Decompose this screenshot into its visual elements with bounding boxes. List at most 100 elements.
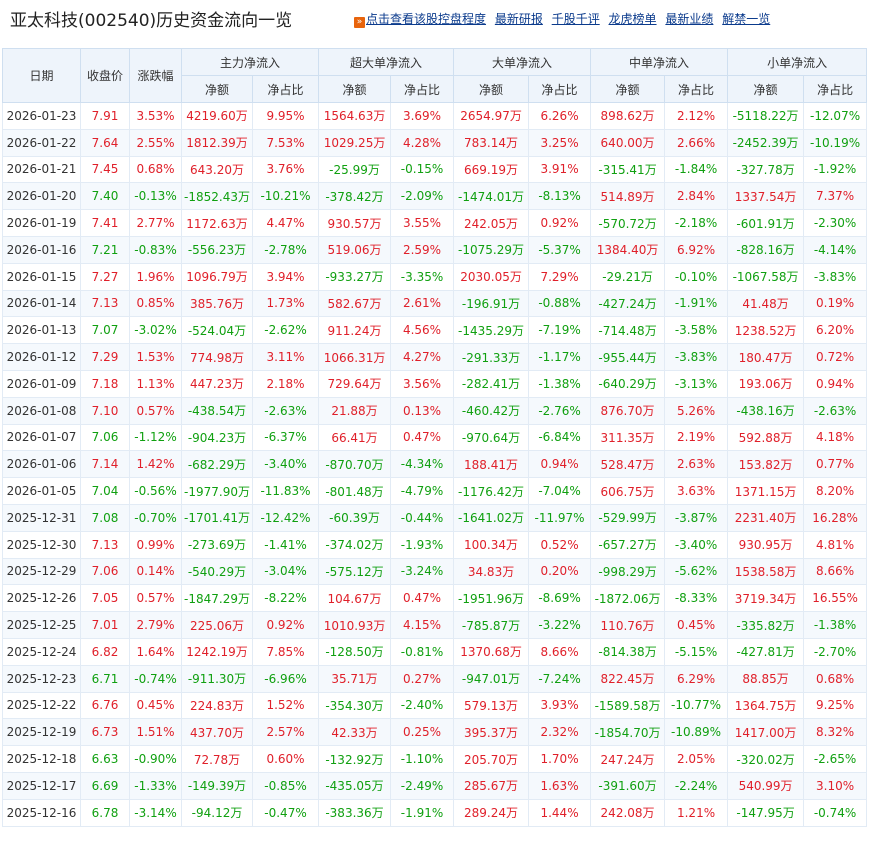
cell-mid-net: 311.35万 xyxy=(590,423,666,452)
cell-main-net: 1172.63万 xyxy=(181,209,253,237)
big-ratio-header: 净占比 xyxy=(528,75,592,103)
cell-date: 2025-12-29 xyxy=(2,557,81,586)
cell-main-ratio: -2.63% xyxy=(251,396,320,425)
cell-big-ratio: -11.97% xyxy=(528,503,592,532)
cell-change: 1.42% xyxy=(129,450,182,479)
link-research[interactable]: 最新研报 xyxy=(494,12,543,26)
cell-big-net: -196.91万 xyxy=(453,289,530,318)
cell-close: 7.14 xyxy=(80,450,130,479)
cell-change: 2.79% xyxy=(129,611,182,639)
cell-close: 7.04 xyxy=(80,477,130,505)
cell-change: 2.77% xyxy=(129,209,182,237)
link-unlock[interactable]: 解禁一览 xyxy=(722,12,771,26)
cell-big-ratio: 0.92% xyxy=(528,209,592,237)
table-row: 2025-12-25 7.01 2.79% 225.06万 0.92% 1010.93万 4… xyxy=(2,611,868,639)
cell-mid-net: 640.00万 xyxy=(590,128,666,157)
cell-big-net: 1370.68万 xyxy=(453,637,530,666)
cell-main-net: -94.12万 xyxy=(181,798,253,827)
cell-main-ratio: -11.83% xyxy=(251,477,320,505)
cell-small-net: 1364.75万 xyxy=(727,691,805,720)
link-comments[interactable]: 千股千评 xyxy=(551,12,600,26)
cell-super-net: -383.36万 xyxy=(318,798,392,827)
cell-super-ratio: -1.10% xyxy=(390,745,455,773)
cell-big-net: 100.34万 xyxy=(453,530,530,559)
cell-main-net: 225.06万 xyxy=(181,611,253,639)
cell-close: 7.06 xyxy=(80,423,130,452)
cell-main-net: -1977.90万 xyxy=(181,477,253,505)
cell-super-ratio: -3.35% xyxy=(390,262,455,291)
col-big-header: 大单净流入 xyxy=(453,48,592,76)
cell-date: 2025-12-30 xyxy=(2,530,81,559)
cell-close: 7.27 xyxy=(80,262,130,291)
cell-big-ratio: 0.52% xyxy=(528,530,592,559)
cell-main-ratio: -6.37% xyxy=(251,423,320,452)
cell-main-net: 224.83万 xyxy=(181,691,253,720)
cell-big-ratio: 1.44% xyxy=(528,798,592,827)
table-row: 2026-01-15 7.27 1.96% 1096.79万 3.94% -933.27万… xyxy=(2,262,868,291)
col-super-header: 超大单净流入 xyxy=(318,48,455,76)
cell-mid-ratio: 2.63% xyxy=(664,450,729,479)
cell-date: 2026-01-14 xyxy=(2,289,81,318)
table-row: 2025-12-17 6.69 -1.33% -149.39万 -0.85% -435.0… xyxy=(2,771,868,800)
cell-big-net: -947.01万 xyxy=(453,664,530,693)
cell-big-ratio: 3.91% xyxy=(528,155,592,184)
cell-big-ratio: 0.20% xyxy=(528,557,592,586)
cell-close: 6.63 xyxy=(80,745,130,773)
cell-date: 2026-01-09 xyxy=(2,369,81,398)
cell-mid-net: 247.24万 xyxy=(590,745,666,773)
cell-small-net: 193.06万 xyxy=(727,369,805,398)
cell-mid-ratio: 3.63% xyxy=(664,477,729,505)
col-small-header: 小单净流入 xyxy=(727,48,868,76)
cell-small-ratio: 8.32% xyxy=(803,718,868,747)
cell-main-net: 774.98万 xyxy=(181,343,253,371)
cell-small-net: -427.81万 xyxy=(727,637,805,666)
cell-small-ratio: 0.68% xyxy=(803,664,868,693)
cell-main-net: 447.23万 xyxy=(181,369,253,398)
double-arrow-icon: » xyxy=(354,17,365,28)
cell-big-net: -1435.29万 xyxy=(453,316,530,345)
table-row: 2026-01-21 7.45 0.68% 643.20万 3.76% -25.99万 -0… xyxy=(2,155,868,184)
link-control-degree[interactable]: 点击查看该股控盘程度 xyxy=(366,12,487,26)
cell-mid-net: -529.99万 xyxy=(590,503,666,532)
table-row: 2026-01-05 7.04 -0.56% -1977.90万 -11.83% -801… xyxy=(2,477,868,505)
table-row: 2025-12-23 6.71 -0.74% -911.30万 -6.96% 35.71万… xyxy=(2,664,868,693)
cell-mid-net: 898.62万 xyxy=(590,102,666,130)
cell-mid-net: 876.70万 xyxy=(590,396,666,425)
cell-mid-ratio: -1.84% xyxy=(664,155,729,184)
cell-super-net: 1010.93万 xyxy=(318,611,392,639)
cell-main-net: -438.54万 xyxy=(181,396,253,425)
cell-mid-net: -315.41万 xyxy=(590,155,666,184)
cell-date: 2026-01-16 xyxy=(2,235,81,264)
header-row-sub: 净额 净占比 净额 净占比 净额 净占比 净额 净占比 净额 净占比 xyxy=(3,75,868,103)
cell-main-ratio: 2.57% xyxy=(251,718,320,747)
page-header: 亚太科技(002540)历史资金流向一览 » 点击查看该股控盘程度 最新研报 千股… xyxy=(0,0,875,34)
cell-small-net: 1238.52万 xyxy=(727,316,805,345)
cell-big-ratio: -1.38% xyxy=(528,369,592,398)
cell-super-net: 582.67万 xyxy=(318,289,392,318)
cell-big-net: -1075.29万 xyxy=(453,235,530,264)
link-earnings[interactable]: 最新业绩 xyxy=(665,12,714,26)
cell-change: 1.64% xyxy=(129,637,182,666)
cell-super-ratio: -0.81% xyxy=(390,637,455,666)
cell-date: 2025-12-18 xyxy=(2,745,81,773)
cell-small-ratio: -1.92% xyxy=(803,155,868,184)
cell-mid-net: -640.29万 xyxy=(590,369,666,398)
cell-small-net: -335.82万 xyxy=(727,611,805,639)
cell-small-ratio: -12.07% xyxy=(803,102,868,130)
link-dragon-tiger[interactable]: 龙虎榜单 xyxy=(608,12,657,26)
cell-super-ratio: -0.15% xyxy=(390,155,455,184)
cell-close: 7.07 xyxy=(80,316,130,345)
cell-mid-ratio: 2.19% xyxy=(664,423,729,452)
cell-change: 0.45% xyxy=(129,691,182,720)
cell-close: 7.40 xyxy=(80,182,130,211)
cell-date: 2025-12-25 xyxy=(2,611,81,639)
cell-super-net: -378.42万 xyxy=(318,182,392,211)
cell-main-net: -540.29万 xyxy=(181,557,253,586)
cell-main-net: 437.70万 xyxy=(181,718,253,747)
cell-mid-ratio: -1.91% xyxy=(664,289,729,318)
cell-close: 7.06 xyxy=(80,557,130,586)
cell-mid-ratio: 2.66% xyxy=(664,128,729,157)
cell-small-net: 1371.15万 xyxy=(727,477,805,505)
cell-date: 2026-01-19 xyxy=(2,209,81,237)
cell-main-ratio: -1.41% xyxy=(251,530,320,559)
